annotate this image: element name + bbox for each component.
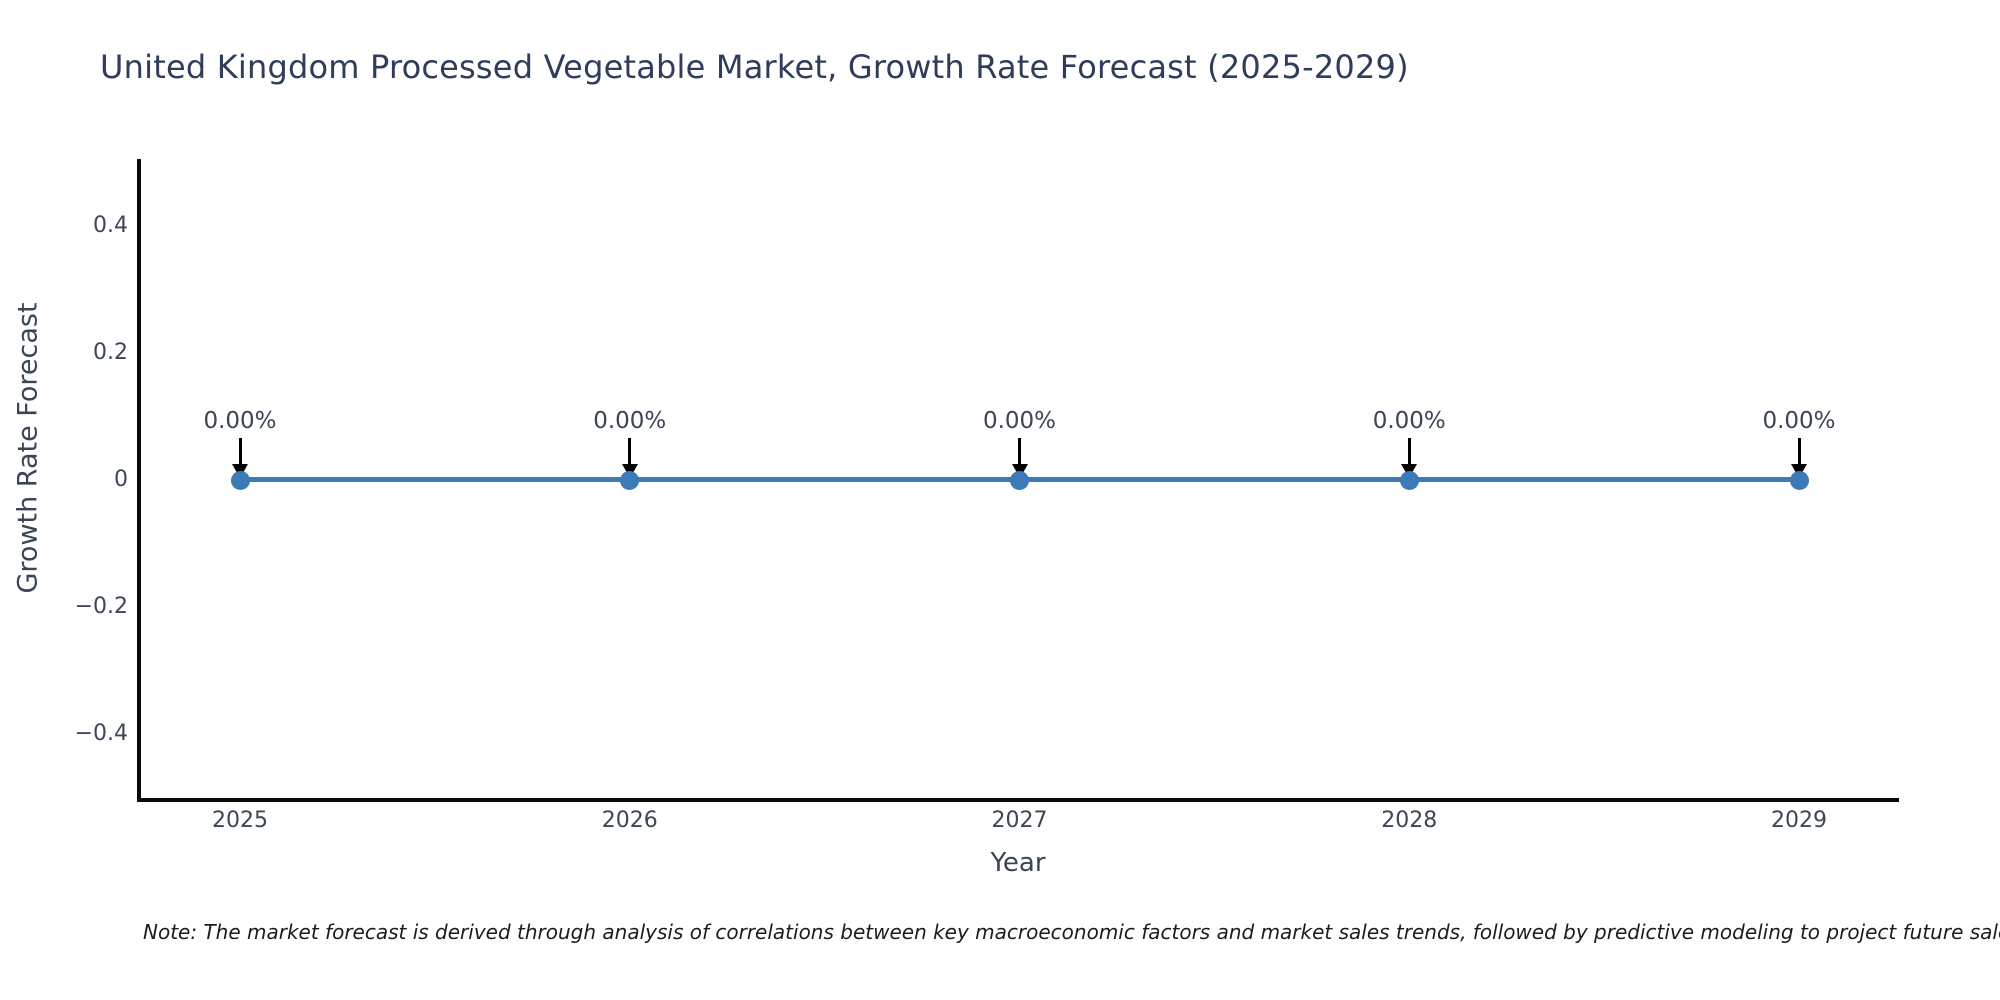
data-point-marker — [1399, 470, 1419, 490]
y-tick-label: 0 — [114, 467, 128, 492]
y-tick-label: 0.2 — [93, 340, 128, 365]
data-point-marker — [620, 470, 640, 490]
chart-title: United Kingdom Processed Vegetable Marke… — [100, 48, 1409, 86]
y-tick-label: −0.2 — [74, 594, 128, 619]
annotation-arrow — [628, 438, 632, 466]
x-axis-spine — [137, 798, 1899, 802]
annotation-arrow — [1797, 438, 1801, 466]
x-tick-label: 2029 — [1771, 808, 1827, 833]
y-tick-label: 0.4 — [93, 213, 128, 238]
data-point-marker — [230, 470, 250, 490]
x-tick-label: 2027 — [991, 808, 1048, 833]
point-value-label: 0.00% — [1762, 408, 1836, 434]
x-tick-label: 2025 — [212, 808, 268, 833]
y-tick-label: −0.4 — [74, 721, 128, 746]
point-value-label: 0.00% — [593, 408, 667, 434]
x-tick-label: 2026 — [601, 808, 658, 833]
annotation-arrow — [1018, 438, 1021, 466]
point-value-label: 0.00% — [982, 408, 1057, 434]
x-tick-label: 2028 — [1381, 808, 1438, 833]
point-value-label: 0.00% — [203, 408, 277, 434]
annotation-arrow — [1407, 438, 1411, 466]
y-axis-spine — [137, 159, 141, 802]
point-value-label: 0.00% — [1372, 408, 1446, 434]
annotation-arrow — [238, 438, 242, 466]
data-point-marker — [1789, 470, 1809, 490]
chart-footnote: Note: The market forecast is derived thr… — [143, 920, 2000, 944]
data-point-marker — [1010, 470, 1029, 490]
x-axis-title: Year — [990, 848, 1046, 878]
